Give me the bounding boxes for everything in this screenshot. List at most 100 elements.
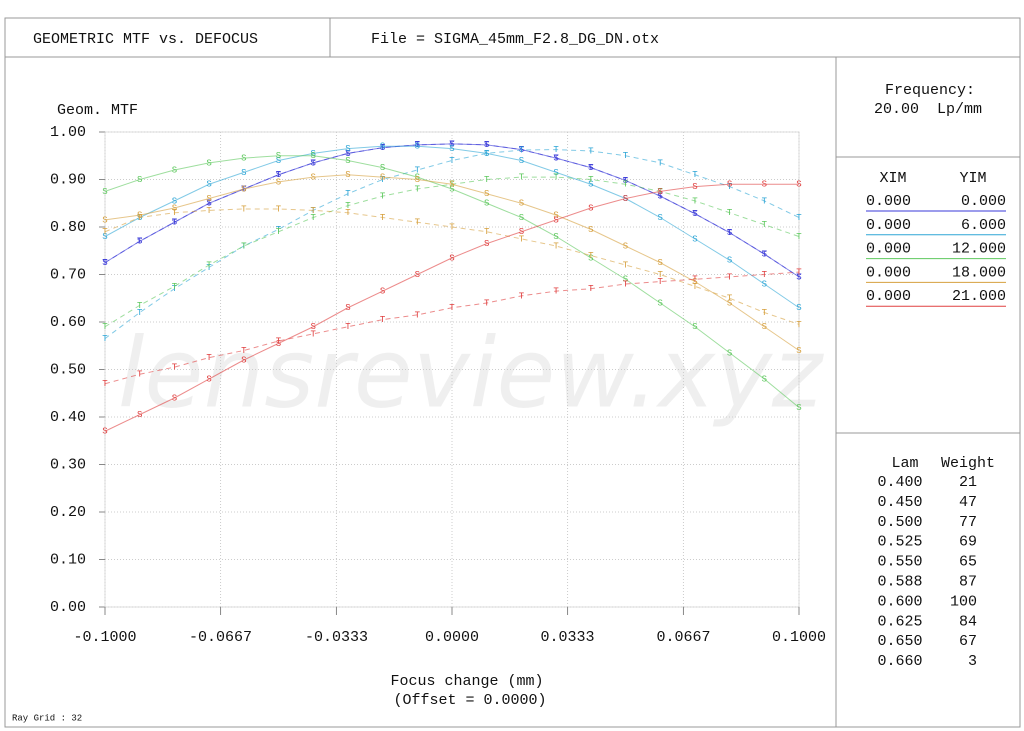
mtf-marker: T (415, 184, 421, 194)
mtf-curve (104, 149, 800, 340)
field-yim: 12.000 (952, 241, 1006, 258)
mtf-marker: T (137, 213, 143, 223)
mtf-marker: T (206, 260, 212, 270)
mtf-marker: T (380, 192, 386, 202)
mtf-marker: S (796, 272, 801, 282)
mtf-marker: T (449, 303, 455, 313)
weight: 77 (959, 514, 977, 531)
mtf-marker: S (657, 258, 662, 268)
outer-frame (4, 17, 1021, 728)
mtf-marker: S (692, 209, 697, 219)
mtf-marker: S (206, 158, 211, 168)
mtf-marker: S (276, 151, 281, 161)
mtf-marker: S (762, 180, 767, 190)
mtf-curve (104, 145, 800, 309)
weight: 3 (968, 653, 977, 670)
mtf-marker: S (484, 199, 489, 209)
mtf-marker: T (727, 182, 733, 192)
mtf-marker: S (484, 239, 489, 249)
mtf-marker: T (484, 175, 490, 185)
mtf-marker: T (484, 140, 490, 150)
mtf-marker: T (276, 336, 282, 346)
mtf-marker: T (172, 282, 178, 292)
y-tick-label: 0.10 (50, 551, 86, 568)
mtf-marker: T (692, 282, 698, 292)
y-tick-label: 0.60 (50, 314, 86, 331)
mtf-marker: S (345, 149, 350, 159)
mtf-marker: T (310, 213, 316, 223)
mtf-marker: T (553, 145, 559, 155)
frequency-label: Frequency: (885, 82, 975, 99)
mtf-marker: S (623, 194, 628, 204)
y-axis-label: Geom. MTF (57, 102, 138, 119)
mtf-marker: S (241, 154, 246, 164)
mtf-marker: S (692, 182, 697, 192)
mtf-marker: S (623, 275, 628, 285)
field-yim: 0.000 (961, 193, 1006, 210)
mtf-marker: S (206, 374, 211, 384)
mtf-marker: T (172, 208, 178, 218)
mtf-marker: T (623, 151, 629, 161)
wavelength: 0.625 (877, 613, 922, 630)
mtf-marker: T (449, 156, 455, 166)
mtf-marker: S (762, 279, 767, 289)
wavelength: 0.550 (877, 554, 922, 571)
mtf-marker: T (380, 315, 386, 325)
mtf-marker: S (137, 211, 142, 221)
mtf-marker: T (415, 218, 421, 228)
wavelength: 0.400 (877, 474, 922, 491)
mtf-marker: S (380, 143, 385, 153)
mtf-marker: S (276, 170, 281, 180)
mtf-marker: T (762, 270, 768, 280)
mtf-marker: T (623, 260, 629, 270)
mtf-marker: T (727, 228, 733, 238)
mtf-marker: T (380, 175, 386, 185)
mtf-marker: T (692, 209, 698, 219)
mtf-marker: T (796, 272, 802, 282)
mtf-marker: T (310, 329, 316, 339)
mtf-marker: T (415, 310, 421, 320)
mtf-marker: T (380, 143, 386, 153)
mtf-marker: T (415, 165, 421, 175)
mtf-marker: T (206, 263, 212, 273)
mtf-marker: S (519, 227, 524, 237)
wavelength: 0.588 (877, 573, 922, 590)
x-tick-label: 0.0333 (541, 629, 595, 646)
mtf-marker: S (172, 196, 177, 206)
mtf-marker: T (657, 192, 663, 202)
mtf-marker: S (692, 277, 697, 287)
y-tick-label: 0.40 (50, 409, 86, 426)
mtf-marker: S (172, 393, 177, 403)
field-yim: 6.000 (961, 217, 1006, 234)
mtf-marker: T (588, 146, 594, 156)
mtf-marker: T (102, 322, 108, 332)
field-xim: 0.000 (866, 288, 911, 305)
x-tick-label: 0.1000 (772, 629, 826, 646)
mtf-marker: T (623, 279, 629, 289)
mtf-marker: T (276, 170, 282, 180)
mtf-marker: T (137, 370, 143, 380)
mtf-curve (104, 183, 799, 432)
mtf-marker: T (241, 346, 247, 356)
mtf-marker: S (137, 175, 142, 185)
mtf-marker: T (102, 227, 108, 237)
x-tick-label: 0.0667 (656, 629, 710, 646)
mtf-marker: S (727, 298, 732, 308)
mtf-marker: S (692, 234, 697, 244)
mtf-marker: S (727, 180, 732, 190)
y-tick-label: 0.70 (50, 266, 86, 283)
mtf-marker: S (137, 410, 142, 420)
mtf-marker: T (727, 208, 733, 218)
y-tick-label: 0.50 (50, 361, 86, 378)
mtf-marker: S (380, 163, 385, 173)
mtf-marker: S (310, 149, 315, 159)
mtf-marker: S (345, 170, 350, 180)
mtf-marker: T (276, 204, 282, 214)
mtf-marker: S (553, 215, 558, 225)
mtf-marker: S (415, 270, 420, 280)
mtf-marker: T (137, 237, 143, 247)
mtf-marker: S (345, 156, 350, 166)
mtf-marker: S (310, 173, 315, 183)
mtf-marker: T (484, 298, 490, 308)
y-tick-label: 0.90 (50, 171, 86, 188)
